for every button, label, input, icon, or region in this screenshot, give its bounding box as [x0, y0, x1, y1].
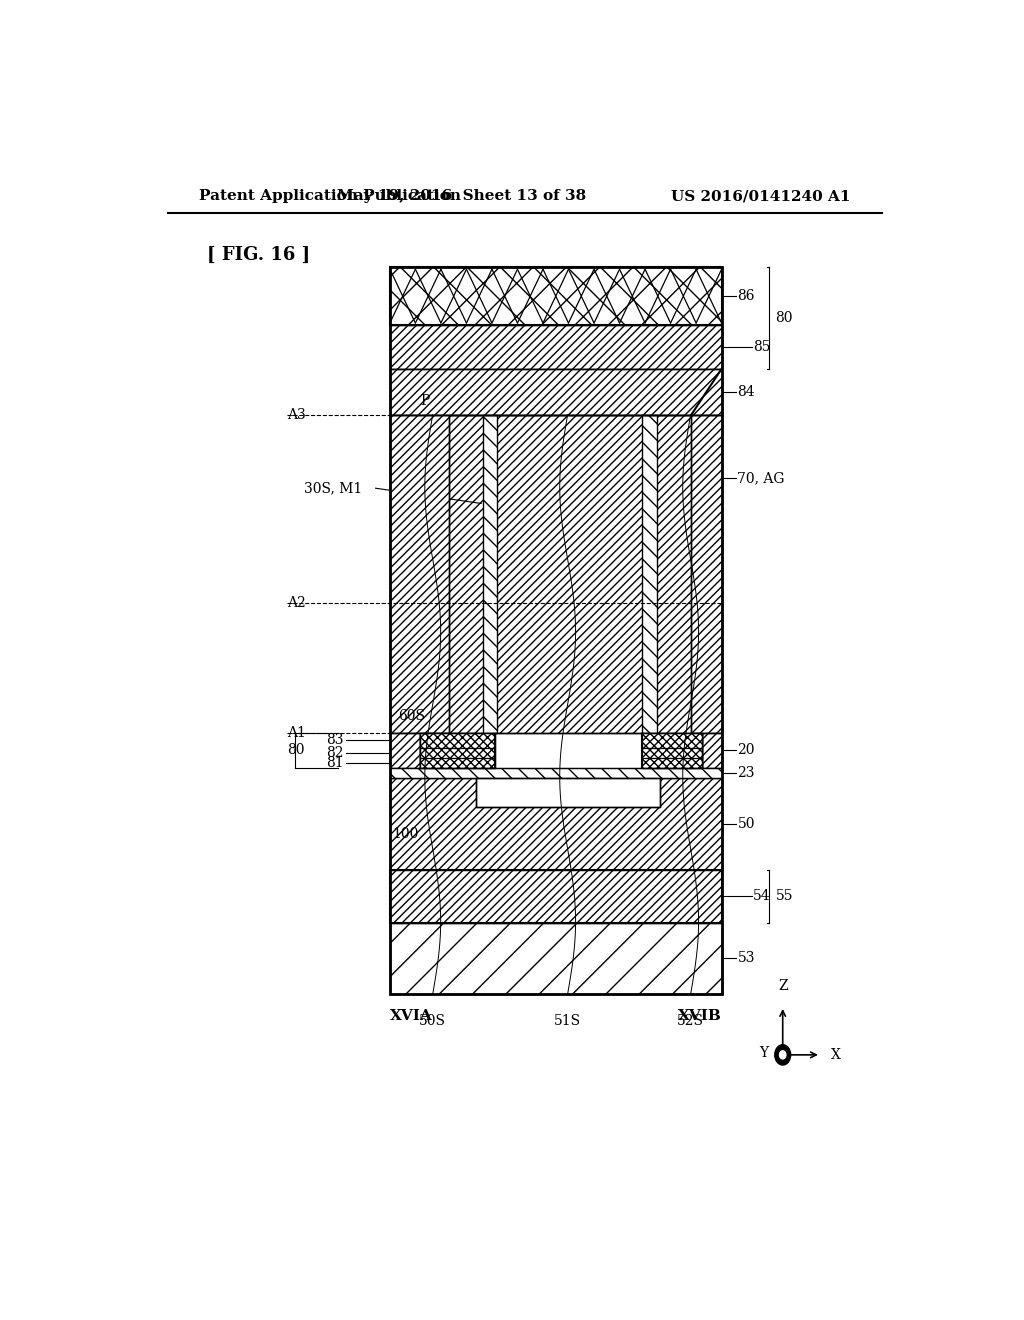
Bar: [390, 267, 722, 994]
Text: XVIA: XVIA: [390, 1008, 432, 1023]
Bar: [642, 733, 701, 748]
Bar: [701, 733, 722, 768]
Text: 82: 82: [327, 746, 344, 760]
Bar: [482, 414, 497, 733]
Bar: [495, 733, 642, 768]
Bar: [390, 923, 722, 994]
Text: 80: 80: [287, 743, 304, 758]
Text: 23: 23: [737, 767, 755, 780]
Text: 52S: 52S: [677, 1014, 705, 1028]
Bar: [390, 870, 722, 923]
Text: 80: 80: [775, 312, 793, 325]
Bar: [390, 414, 450, 733]
Text: A3: A3: [287, 408, 305, 421]
Text: 100: 100: [392, 828, 419, 841]
Bar: [390, 267, 722, 325]
Bar: [450, 414, 691, 733]
Bar: [642, 733, 701, 768]
Text: May 19, 2016  Sheet 13 of 38: May 19, 2016 Sheet 13 of 38: [337, 189, 586, 203]
Text: Patent Application Publication: Patent Application Publication: [200, 189, 462, 203]
Text: A1: A1: [287, 726, 305, 739]
Text: XVIB: XVIB: [678, 1008, 722, 1023]
Text: 60S: 60S: [397, 709, 425, 723]
Text: 81: 81: [327, 756, 344, 770]
Text: Y: Y: [760, 1045, 768, 1060]
Circle shape: [775, 1044, 791, 1065]
Bar: [390, 267, 722, 325]
Text: 50: 50: [737, 817, 755, 832]
Bar: [390, 733, 420, 768]
Bar: [390, 325, 722, 368]
Text: Z: Z: [778, 979, 787, 993]
Text: 84: 84: [737, 384, 755, 399]
Text: 85: 85: [754, 341, 771, 354]
Bar: [420, 733, 495, 748]
Bar: [475, 779, 659, 807]
Bar: [390, 768, 722, 779]
Text: 30S, M1: 30S, M1: [304, 482, 362, 495]
Text: 83: 83: [327, 734, 344, 747]
Bar: [642, 758, 701, 768]
Text: 86: 86: [737, 289, 755, 304]
Text: 53: 53: [737, 952, 755, 965]
Bar: [420, 733, 495, 768]
Text: 20: 20: [737, 743, 755, 756]
Bar: [420, 748, 495, 758]
Text: 55: 55: [775, 890, 793, 903]
Text: [ FIG. 16 ]: [ FIG. 16 ]: [207, 246, 310, 264]
Text: 54: 54: [754, 890, 771, 903]
Bar: [691, 414, 722, 733]
Text: P: P: [420, 395, 429, 408]
Text: 50S: 50S: [419, 1014, 446, 1028]
Text: US 2016/0141240 A1: US 2016/0141240 A1: [671, 189, 850, 203]
Bar: [642, 414, 656, 733]
Text: X: X: [831, 1048, 841, 1061]
Text: A2: A2: [287, 595, 305, 610]
Text: 51S: 51S: [554, 1014, 582, 1028]
Text: 70, AG: 70, AG: [737, 471, 785, 484]
Bar: [390, 368, 722, 414]
Bar: [642, 748, 701, 758]
Circle shape: [779, 1051, 785, 1059]
Bar: [420, 758, 495, 768]
Bar: [390, 779, 722, 870]
